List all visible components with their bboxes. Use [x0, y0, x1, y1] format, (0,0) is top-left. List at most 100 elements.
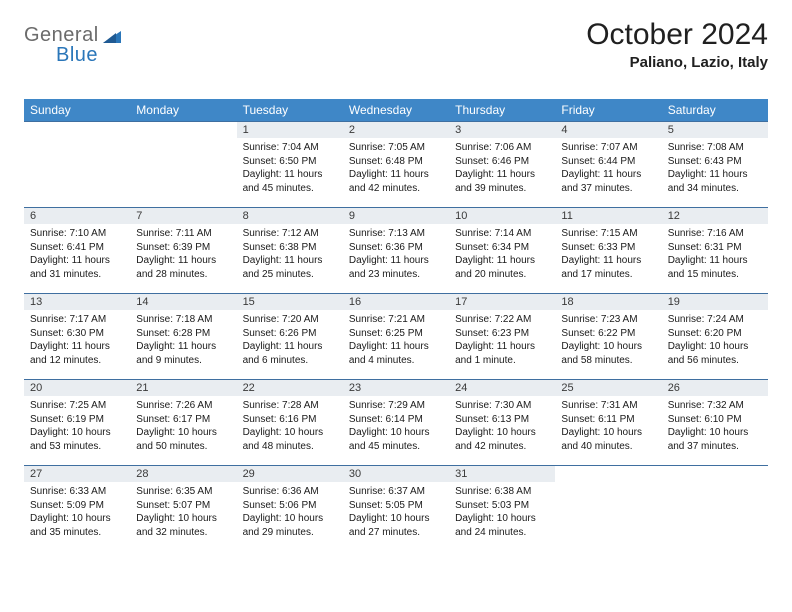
- day-details: Sunrise: 7:32 AMSunset: 6:10 PMDaylight:…: [662, 396, 768, 457]
- day-details: Sunrise: 7:21 AMSunset: 6:25 PMDaylight:…: [343, 310, 449, 371]
- calendar-day-cell: 30Sunrise: 6:37 AMSunset: 5:05 PMDayligh…: [343, 466, 449, 552]
- day-details: Sunrise: 6:36 AMSunset: 5:06 PMDaylight:…: [237, 482, 343, 543]
- day-details: Sunrise: 7:17 AMSunset: 6:30 PMDaylight:…: [24, 310, 130, 371]
- brand-text-blue: Blue: [56, 44, 98, 67]
- day-number: 22: [237, 380, 343, 396]
- calendar-week-row: 27Sunrise: 6:33 AMSunset: 5:09 PMDayligh…: [24, 466, 768, 552]
- day-details: Sunrise: 7:14 AMSunset: 6:34 PMDaylight:…: [449, 224, 555, 285]
- day-number: 3: [449, 122, 555, 138]
- calendar-table: SundayMondayTuesdayWednesdayThursdayFrid…: [24, 99, 768, 552]
- day-details: Sunrise: 7:06 AMSunset: 6:46 PMDaylight:…: [449, 138, 555, 199]
- title-block: October 2024 Paliano, Lazio, Italy: [586, 18, 768, 71]
- calendar-day-cell: 28Sunrise: 6:35 AMSunset: 5:07 PMDayligh…: [130, 466, 236, 552]
- calendar-day-cell: 27Sunrise: 6:33 AMSunset: 5:09 PMDayligh…: [24, 466, 130, 552]
- day-number: 14: [130, 294, 236, 310]
- calendar-day-cell: 31Sunrise: 6:38 AMSunset: 5:03 PMDayligh…: [449, 466, 555, 552]
- calendar-day-cell: 26Sunrise: 7:32 AMSunset: 6:10 PMDayligh…: [662, 380, 768, 466]
- day-number: 15: [237, 294, 343, 310]
- day-number: 1: [237, 122, 343, 138]
- calendar-week-row: 13Sunrise: 7:17 AMSunset: 6:30 PMDayligh…: [24, 294, 768, 380]
- day-header: Friday: [555, 99, 661, 122]
- day-header: Tuesday: [237, 99, 343, 122]
- day-number: 4: [555, 122, 661, 138]
- day-number: 21: [130, 380, 236, 396]
- day-details: Sunrise: 6:33 AMSunset: 5:09 PMDaylight:…: [24, 482, 130, 543]
- day-number: 29: [237, 466, 343, 482]
- day-number: 13: [24, 294, 130, 310]
- location-text: Paliano, Lazio, Italy: [586, 54, 768, 71]
- calendar-day-cell: [555, 466, 661, 552]
- day-header: Saturday: [662, 99, 768, 122]
- calendar-day-cell: 19Sunrise: 7:24 AMSunset: 6:20 PMDayligh…: [662, 294, 768, 380]
- day-header: Wednesday: [343, 99, 449, 122]
- day-details: Sunrise: 7:22 AMSunset: 6:23 PMDaylight:…: [449, 310, 555, 371]
- calendar-day-cell: [24, 122, 130, 208]
- day-header: Thursday: [449, 99, 555, 122]
- day-details: Sunrise: 7:26 AMSunset: 6:17 PMDaylight:…: [130, 396, 236, 457]
- day-number: 8: [237, 208, 343, 224]
- day-details: Sunrise: 7:23 AMSunset: 6:22 PMDaylight:…: [555, 310, 661, 371]
- calendar-day-cell: 12Sunrise: 7:16 AMSunset: 6:31 PMDayligh…: [662, 208, 768, 294]
- day-details: Sunrise: 7:20 AMSunset: 6:26 PMDaylight:…: [237, 310, 343, 371]
- day-number: 9: [343, 208, 449, 224]
- day-number: 2: [343, 122, 449, 138]
- day-number: 7: [130, 208, 236, 224]
- day-number: 16: [343, 294, 449, 310]
- calendar-day-cell: 3Sunrise: 7:06 AMSunset: 6:46 PMDaylight…: [449, 122, 555, 208]
- day-details: Sunrise: 6:38 AMSunset: 5:03 PMDaylight:…: [449, 482, 555, 543]
- calendar-day-cell: 13Sunrise: 7:17 AMSunset: 6:30 PMDayligh…: [24, 294, 130, 380]
- day-number: 27: [24, 466, 130, 482]
- day-number: 18: [555, 294, 661, 310]
- calendar-day-cell: 5Sunrise: 7:08 AMSunset: 6:43 PMDaylight…: [662, 122, 768, 208]
- day-details: Sunrise: 7:16 AMSunset: 6:31 PMDaylight:…: [662, 224, 768, 285]
- calendar-day-cell: 18Sunrise: 7:23 AMSunset: 6:22 PMDayligh…: [555, 294, 661, 380]
- calendar-day-cell: 1Sunrise: 7:04 AMSunset: 6:50 PMDaylight…: [237, 122, 343, 208]
- day-number: 26: [662, 380, 768, 396]
- calendar-day-cell: 9Sunrise: 7:13 AMSunset: 6:36 PMDaylight…: [343, 208, 449, 294]
- day-number: 24: [449, 380, 555, 396]
- calendar-day-cell: 20Sunrise: 7:25 AMSunset: 6:19 PMDayligh…: [24, 380, 130, 466]
- day-details: Sunrise: 7:29 AMSunset: 6:14 PMDaylight:…: [343, 396, 449, 457]
- calendar-day-cell: 23Sunrise: 7:29 AMSunset: 6:14 PMDayligh…: [343, 380, 449, 466]
- calendar-day-cell: 14Sunrise: 7:18 AMSunset: 6:28 PMDayligh…: [130, 294, 236, 380]
- day-details: Sunrise: 7:08 AMSunset: 6:43 PMDaylight:…: [662, 138, 768, 199]
- calendar-day-cell: 29Sunrise: 6:36 AMSunset: 5:06 PMDayligh…: [237, 466, 343, 552]
- calendar-week-row: 6Sunrise: 7:10 AMSunset: 6:41 PMDaylight…: [24, 208, 768, 294]
- calendar-header-row: SundayMondayTuesdayWednesdayThursdayFrid…: [24, 99, 768, 122]
- day-number: 12: [662, 208, 768, 224]
- calendar-day-cell: 17Sunrise: 7:22 AMSunset: 6:23 PMDayligh…: [449, 294, 555, 380]
- day-number: 25: [555, 380, 661, 396]
- calendar-day-cell: 24Sunrise: 7:30 AMSunset: 6:13 PMDayligh…: [449, 380, 555, 466]
- day-details: Sunrise: 7:24 AMSunset: 6:20 PMDaylight:…: [662, 310, 768, 371]
- calendar-day-cell: 11Sunrise: 7:15 AMSunset: 6:33 PMDayligh…: [555, 208, 661, 294]
- calendar-day-cell: 10Sunrise: 7:14 AMSunset: 6:34 PMDayligh…: [449, 208, 555, 294]
- day-details: Sunrise: 7:18 AMSunset: 6:28 PMDaylight:…: [130, 310, 236, 371]
- day-details: Sunrise: 7:10 AMSunset: 6:41 PMDaylight:…: [24, 224, 130, 285]
- day-details: Sunrise: 7:05 AMSunset: 6:48 PMDaylight:…: [343, 138, 449, 199]
- day-details: Sunrise: 7:30 AMSunset: 6:13 PMDaylight:…: [449, 396, 555, 457]
- day-number: 28: [130, 466, 236, 482]
- calendar-day-cell: 22Sunrise: 7:28 AMSunset: 6:16 PMDayligh…: [237, 380, 343, 466]
- day-number: 20: [24, 380, 130, 396]
- day-number: 30: [343, 466, 449, 482]
- brand-logo: General: [24, 18, 123, 47]
- day-number: 23: [343, 380, 449, 396]
- calendar-day-cell: 7Sunrise: 7:11 AMSunset: 6:39 PMDaylight…: [130, 208, 236, 294]
- calendar-week-row: 20Sunrise: 7:25 AMSunset: 6:19 PMDayligh…: [24, 380, 768, 466]
- day-details: Sunrise: 7:31 AMSunset: 6:11 PMDaylight:…: [555, 396, 661, 457]
- month-title: October 2024: [586, 18, 768, 52]
- day-details: Sunrise: 7:07 AMSunset: 6:44 PMDaylight:…: [555, 138, 661, 199]
- calendar-day-cell: 21Sunrise: 7:26 AMSunset: 6:17 PMDayligh…: [130, 380, 236, 466]
- calendar-day-cell: 8Sunrise: 7:12 AMSunset: 6:38 PMDaylight…: [237, 208, 343, 294]
- day-details: Sunrise: 6:35 AMSunset: 5:07 PMDaylight:…: [130, 482, 236, 543]
- calendar-day-cell: 16Sunrise: 7:21 AMSunset: 6:25 PMDayligh…: [343, 294, 449, 380]
- calendar-day-cell: [662, 466, 768, 552]
- calendar-day-cell: [130, 122, 236, 208]
- calendar-day-cell: 25Sunrise: 7:31 AMSunset: 6:11 PMDayligh…: [555, 380, 661, 466]
- header: General October 2024 Paliano, Lazio, Ita…: [24, 18, 768, 71]
- day-number: 31: [449, 466, 555, 482]
- calendar-day-cell: 6Sunrise: 7:10 AMSunset: 6:41 PMDaylight…: [24, 208, 130, 294]
- day-number: 10: [449, 208, 555, 224]
- day-number: 17: [449, 294, 555, 310]
- day-details: Sunrise: 7:13 AMSunset: 6:36 PMDaylight:…: [343, 224, 449, 285]
